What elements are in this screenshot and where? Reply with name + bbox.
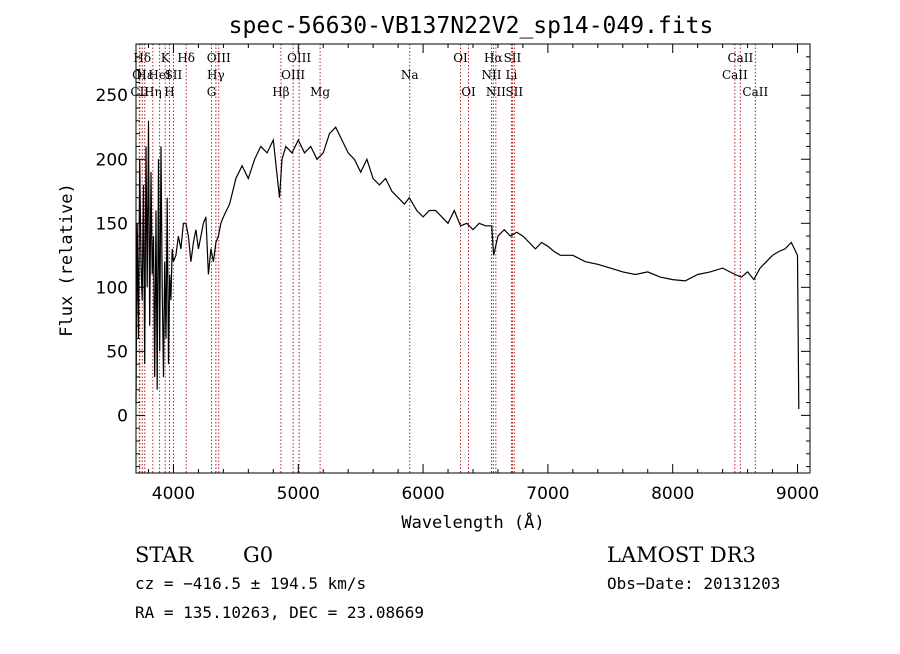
y-axis-ticks: 0 50 100 150 200 250 [96,56,810,468]
x-tick-label: 4000 [152,484,195,504]
spectrum-line [135,120,800,410]
line-marker-label: OIII [281,68,305,82]
line-marker-label: K [161,51,171,65]
line-marker-label: Li [506,68,518,82]
x-axis-label: Wavelength (Å) [401,511,544,533]
chart-title: spec-56630-VB137N22V2_sp14-049.fits [229,13,714,39]
x-axis-ticks: 4000 5000 6000 7000 8000 9000 [147,44,819,504]
line-marker-label: NII [481,68,501,82]
y-tick-label: 250 [96,86,128,106]
x-tick-label: 6000 [401,484,444,504]
ra-dec-coordinates: RA = 135.10263, DEC = 23.08669 [135,603,424,622]
line-marker-label: Hη [144,85,162,99]
line-markers [138,44,756,473]
line-marker-label: CaII [742,85,768,99]
y-tick-label: 100 [96,278,128,298]
line-marker-label: Hδ [177,51,195,65]
y-tick-label: 150 [96,214,128,234]
line-marker-label: CaII [722,68,748,82]
x-tick-label: 5000 [277,484,320,504]
line-marker-label: SII [504,51,522,65]
line-marker-label: Hα [484,51,503,65]
line-marker-label: CaII [727,51,753,65]
x-tick-label: 9000 [776,484,819,504]
line-marker-label: Mg [310,85,330,99]
x-tick-label: 8000 [651,484,694,504]
line-marker-label: Hβ [272,85,289,99]
line-marker-label: Hγ [207,68,225,82]
line-marker-label: SII [165,68,183,82]
y-tick-label: 50 [106,342,128,362]
line-marker-label: H [164,85,174,99]
redshift-velocity: cz = −416.5 ± 194.5 km/s [135,574,366,593]
survey-name: LAMOST DR3 [607,543,756,567]
x-tick-label: 7000 [526,484,569,504]
line-marker-label: OIII [287,51,311,65]
line-marker-label: HeI [148,68,171,82]
line-marker-label: Hδ [133,51,151,65]
line-marker-label: G [207,85,217,99]
line-marker-label: OIII [207,51,231,65]
y-axis-label: Flux (relative) [57,183,77,337]
line-marker-label: Hε [136,68,153,82]
object-class: STAR [135,543,194,567]
y-tick-label: 0 [117,406,128,426]
plot-frame [135,43,811,474]
line-marker-label: NII [486,85,506,99]
line-marker-label: SII [505,85,523,99]
line-marker-label: Na [401,68,419,82]
line-marker-label: OI [461,85,476,99]
observation-date: Obs−Date: 20131203 [607,574,780,593]
object-subclass: G0 [243,543,273,567]
line-marker-label: OI [453,51,468,65]
y-tick-label: 200 [96,150,128,170]
